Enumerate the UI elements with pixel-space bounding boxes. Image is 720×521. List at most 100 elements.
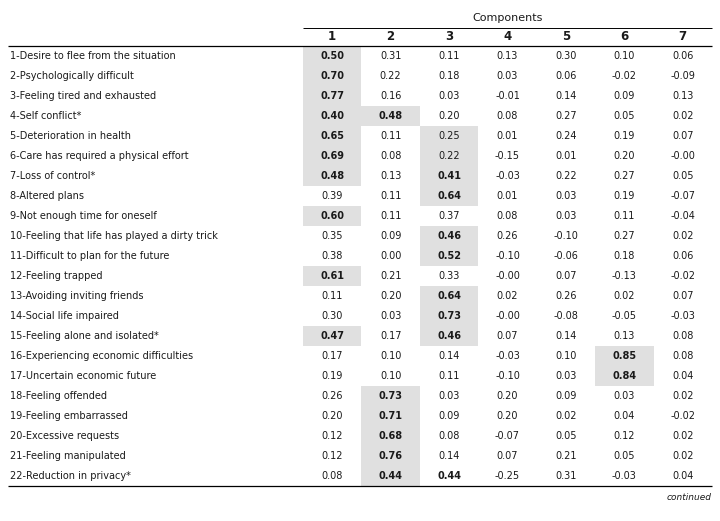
Bar	[595, 366, 654, 386]
Text: 1-Desire to flee from the situation: 1-Desire to flee from the situation	[10, 51, 176, 61]
Text: 0.76: 0.76	[379, 451, 402, 461]
Text: 0.02: 0.02	[672, 431, 693, 441]
Text: 0.48: 0.48	[379, 111, 402, 121]
Text: 0.84: 0.84	[612, 371, 636, 381]
Bar	[361, 426, 420, 446]
Text: 0.64: 0.64	[437, 191, 461, 201]
Text: 0.30: 0.30	[322, 311, 343, 321]
Text: 0.21: 0.21	[555, 451, 577, 461]
Text: -0.10: -0.10	[495, 251, 520, 261]
Text: 0.07: 0.07	[555, 271, 577, 281]
Text: 0.04: 0.04	[613, 411, 635, 421]
Text: 0.03: 0.03	[555, 371, 577, 381]
Text: 12-Feeling trapped: 12-Feeling trapped	[10, 271, 102, 281]
Text: 0.46: 0.46	[437, 331, 461, 341]
Text: 0.44: 0.44	[437, 471, 461, 481]
Text: 0.05: 0.05	[672, 171, 693, 181]
Text: -0.13: -0.13	[612, 271, 636, 281]
Text: 7-Loss of control*: 7-Loss of control*	[10, 171, 95, 181]
Text: 0.85: 0.85	[612, 351, 636, 361]
Text: 0.02: 0.02	[672, 391, 693, 401]
Text: 0.08: 0.08	[322, 471, 343, 481]
Text: 15-Feeling alone and isolated*: 15-Feeling alone and isolated*	[10, 331, 158, 341]
Text: 0.07: 0.07	[672, 291, 693, 301]
Text: 0.14: 0.14	[438, 351, 460, 361]
Text: 0.22: 0.22	[380, 71, 402, 81]
Text: 0.19: 0.19	[613, 191, 635, 201]
Text: 0.65: 0.65	[320, 131, 344, 141]
Text: 0.01: 0.01	[497, 131, 518, 141]
Bar	[420, 306, 478, 326]
Text: 0.47: 0.47	[320, 331, 344, 341]
Bar	[303, 166, 361, 186]
Text: 17-Uncertain economic future: 17-Uncertain economic future	[10, 371, 156, 381]
Bar	[420, 286, 478, 306]
Text: 0.26: 0.26	[555, 291, 577, 301]
Text: 0.03: 0.03	[555, 191, 577, 201]
Text: -0.10: -0.10	[554, 231, 578, 241]
Text: 0.08: 0.08	[497, 211, 518, 221]
Text: 0.20: 0.20	[497, 391, 518, 401]
Text: -0.15: -0.15	[495, 151, 520, 161]
Text: 0.06: 0.06	[672, 51, 693, 61]
Text: 19-Feeling embarrassed: 19-Feeling embarrassed	[10, 411, 128, 421]
Text: 0.31: 0.31	[555, 471, 577, 481]
Text: 0.37: 0.37	[438, 211, 460, 221]
Text: 0.10: 0.10	[555, 351, 577, 361]
Text: Components: Components	[472, 13, 543, 23]
Text: 22-Reduction in privacy*: 22-Reduction in privacy*	[10, 471, 131, 481]
Bar	[303, 106, 361, 126]
Text: 4: 4	[503, 31, 512, 43]
Text: 0.20: 0.20	[321, 411, 343, 421]
Text: -0.10: -0.10	[495, 371, 520, 381]
Text: 0.13: 0.13	[497, 51, 518, 61]
Text: 0.60: 0.60	[320, 211, 344, 221]
Bar	[361, 466, 420, 486]
Text: 0.12: 0.12	[321, 451, 343, 461]
Text: 0.12: 0.12	[613, 431, 635, 441]
Text: 2: 2	[387, 31, 395, 43]
Text: 5: 5	[562, 31, 570, 43]
Text: -0.02: -0.02	[612, 71, 637, 81]
Text: -0.07: -0.07	[670, 191, 696, 201]
Text: 0.68: 0.68	[379, 431, 402, 441]
Text: 0.11: 0.11	[380, 211, 401, 221]
Bar	[303, 66, 361, 86]
Text: 0.07: 0.07	[497, 331, 518, 341]
Text: 0.01: 0.01	[497, 191, 518, 201]
Bar	[361, 406, 420, 426]
Bar	[420, 146, 478, 166]
Text: 0.02: 0.02	[555, 411, 577, 421]
Text: -0.02: -0.02	[670, 411, 696, 421]
Text: 0.07: 0.07	[672, 131, 693, 141]
Text: 2-Psychologically difficult: 2-Psychologically difficult	[10, 71, 134, 81]
Text: 0.22: 0.22	[438, 151, 460, 161]
Bar	[420, 326, 478, 346]
Text: continued: continued	[667, 492, 712, 502]
Bar	[420, 166, 478, 186]
Bar	[361, 106, 420, 126]
Text: 0.26: 0.26	[497, 231, 518, 241]
Text: 0.06: 0.06	[672, 251, 693, 261]
Text: 0.14: 0.14	[555, 91, 577, 101]
Text: -0.09: -0.09	[670, 71, 696, 81]
Text: 0.70: 0.70	[320, 71, 344, 81]
Bar	[303, 126, 361, 146]
Text: 0.02: 0.02	[672, 231, 693, 241]
Text: 21-Feeling manipulated: 21-Feeling manipulated	[10, 451, 126, 461]
Text: 0.22: 0.22	[555, 171, 577, 181]
Text: 0.25: 0.25	[438, 131, 460, 141]
Text: 0.20: 0.20	[613, 151, 635, 161]
Text: -0.06: -0.06	[554, 251, 578, 261]
Text: 0.09: 0.09	[613, 91, 635, 101]
Text: -0.03: -0.03	[612, 471, 636, 481]
Bar	[303, 146, 361, 166]
Text: -0.03: -0.03	[495, 351, 520, 361]
Text: 0.08: 0.08	[497, 111, 518, 121]
Text: 0.69: 0.69	[320, 151, 344, 161]
Text: 0.04: 0.04	[672, 471, 693, 481]
Text: 0.11: 0.11	[380, 191, 401, 201]
Bar	[420, 226, 478, 246]
Text: 13-Avoiding inviting friends: 13-Avoiding inviting friends	[10, 291, 143, 301]
Text: 4-Self conflict*: 4-Self conflict*	[10, 111, 81, 121]
